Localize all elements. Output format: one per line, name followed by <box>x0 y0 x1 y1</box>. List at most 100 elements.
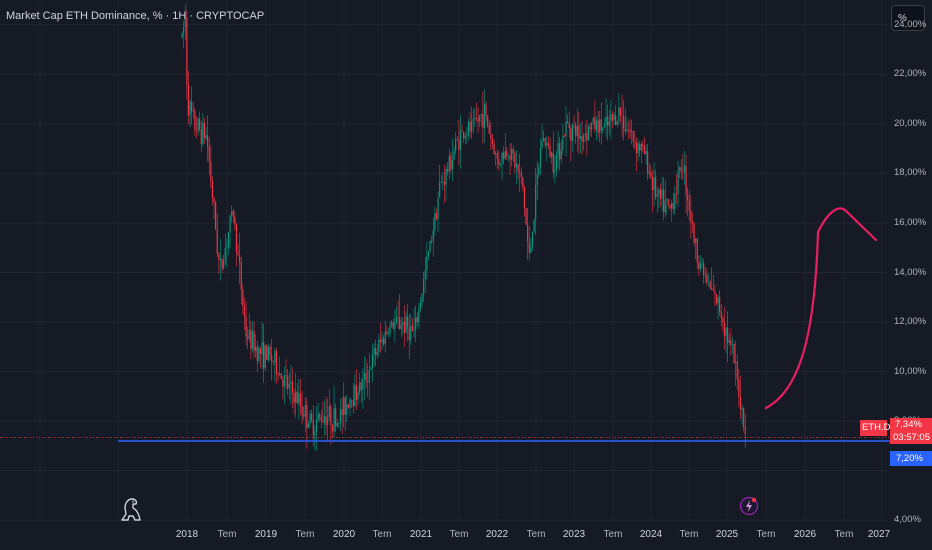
candle-body <box>642 144 644 147</box>
candle-body <box>320 417 322 421</box>
candle-body <box>667 199 670 205</box>
candle-body <box>416 317 418 323</box>
candle-body <box>674 193 676 209</box>
candle-body <box>685 165 687 195</box>
candle-body <box>547 143 550 146</box>
x-axis-tick-label: 2023 <box>562 529 586 540</box>
candle-body <box>514 152 516 168</box>
candle-body <box>557 143 559 155</box>
candle-body <box>344 397 346 415</box>
candle-body <box>360 382 362 390</box>
candle-body <box>192 110 194 112</box>
candle-body <box>632 131 634 142</box>
x-axis-tick-label: Tem <box>679 529 699 540</box>
candle-body <box>368 369 370 383</box>
candle-body <box>475 117 478 120</box>
candle-body <box>291 381 294 394</box>
candle-body <box>186 18 188 85</box>
candle-body <box>723 321 726 337</box>
candle-body <box>351 399 353 401</box>
candle-body <box>549 145 551 157</box>
candle-body <box>251 331 254 349</box>
x-axis-tick-label: 2022 <box>485 529 509 540</box>
candle-body <box>474 117 476 119</box>
candle-body <box>664 200 666 213</box>
candle-body <box>491 138 494 144</box>
candle-body <box>395 316 398 323</box>
candle-body <box>722 317 724 322</box>
candle-body <box>184 18 186 28</box>
candle-body <box>586 133 588 141</box>
candle-body <box>400 324 402 330</box>
candle-body <box>202 122 204 144</box>
candle-body <box>739 396 742 410</box>
candle-body <box>704 274 706 276</box>
candle-body <box>253 331 255 351</box>
candle-body <box>205 135 207 138</box>
candle-body <box>648 171 650 174</box>
candle-body <box>213 198 215 202</box>
candle-body <box>242 289 244 306</box>
x-axis-tick-label: 2026 <box>793 529 817 540</box>
candle-body <box>607 116 609 126</box>
candle-body <box>583 134 585 142</box>
candle-body <box>621 115 623 117</box>
candle-body <box>671 203 673 209</box>
candle-body <box>203 122 206 138</box>
chart-grid <box>0 0 888 521</box>
candle-body <box>579 135 582 140</box>
candle-body <box>666 199 668 201</box>
dinosaur-logo-icon[interactable] <box>118 496 142 522</box>
candle-body <box>714 290 716 295</box>
candle-body <box>413 329 415 331</box>
candle-body <box>464 135 466 139</box>
candle-body <box>357 392 359 400</box>
candle-body <box>191 101 193 112</box>
candle-body <box>603 124 606 128</box>
candle-body <box>595 120 598 130</box>
candle-body <box>735 361 737 364</box>
x-axis-tick-label: Tem <box>449 529 469 540</box>
y-axis-tick-label: 24,00% <box>894 18 927 30</box>
candle-body <box>264 345 266 369</box>
candle-body <box>490 133 492 139</box>
x-axis-tick-label: 2019 <box>254 529 278 540</box>
candle-body <box>546 143 548 146</box>
candle-body <box>571 125 574 141</box>
x-axis-tick-label: 2021 <box>409 529 433 540</box>
candle-body <box>589 126 591 130</box>
candle-body <box>277 374 279 376</box>
candle-body <box>655 177 657 197</box>
candle-body <box>467 122 470 136</box>
drawn-upward-arrow[interactable] <box>764 207 878 410</box>
candle-body <box>682 171 684 173</box>
candle-body <box>434 213 436 231</box>
candle-body <box>573 125 575 127</box>
lightning-event-icon[interactable] <box>739 496 759 516</box>
bar-countdown-tag: 03:57:05 <box>890 431 932 444</box>
candle-body <box>282 379 284 387</box>
candle-body <box>517 164 519 172</box>
candlestick-series <box>181 4 746 451</box>
candle-body <box>231 211 233 216</box>
candle-body <box>283 375 286 387</box>
candle-body <box>259 348 262 355</box>
candle-body <box>440 182 442 183</box>
candle-body <box>408 327 410 341</box>
candle-body <box>493 143 495 155</box>
candle-body <box>365 372 367 383</box>
scale-percent-button[interactable]: % <box>891 5 925 31</box>
candle-body <box>680 167 682 172</box>
candle-body <box>450 155 452 170</box>
candle-body <box>458 139 460 150</box>
candle-body <box>447 168 449 172</box>
candle-body <box>418 308 420 323</box>
candle-body <box>563 135 566 137</box>
candle-body <box>333 408 335 432</box>
candle-body <box>218 253 220 260</box>
candle-body <box>274 351 276 363</box>
candle-body <box>399 318 401 330</box>
y-axis-tick-label: 10,00% <box>894 365 927 377</box>
candle-body <box>562 135 564 150</box>
